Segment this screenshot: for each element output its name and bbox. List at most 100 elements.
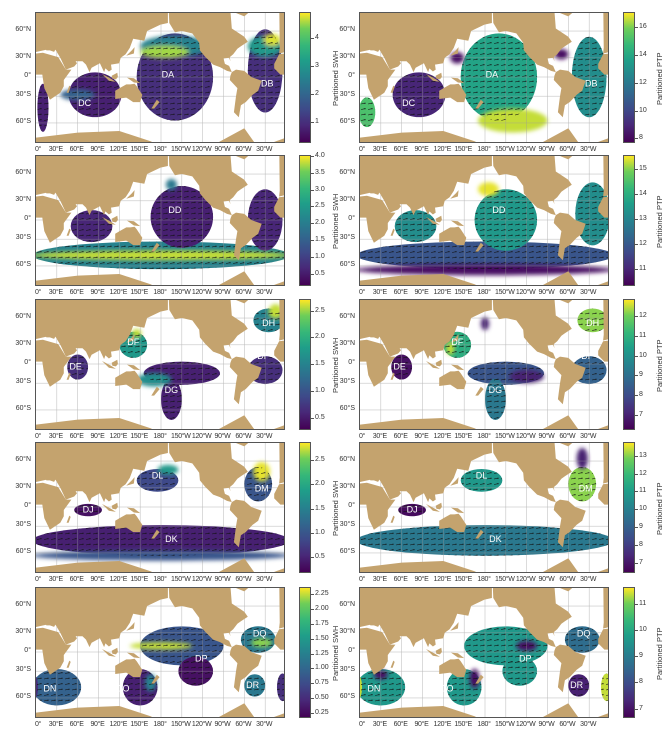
lon-tick-label: 120°E: [109, 289, 128, 296]
landmass: [36, 558, 284, 572]
landmass: [360, 443, 492, 503]
arrow-field: [360, 241, 608, 270]
arrow-field: [244, 674, 266, 697]
colorbar-tick-mark: [635, 54, 638, 56]
colorbar-tick-mark: [311, 223, 314, 225]
lon-tick-label: 30°E: [372, 433, 387, 440]
lon-tick-label: 90°E: [414, 289, 429, 296]
lat-tick-label: 60°N: [339, 169, 355, 177]
lon-tick-label: 60°W: [559, 289, 576, 296]
lon-tick-label: 120°W: [191, 433, 212, 440]
lat-tick-label: 0°: [24, 502, 31, 509]
lon-tick-label: 60°E: [393, 289, 408, 296]
region-label: DB: [261, 79, 274, 89]
landmass: [115, 658, 143, 678]
landmass: [603, 443, 608, 484]
landmass: [475, 529, 484, 539]
landmass: [274, 196, 284, 218]
lat-tick-label: 60°N: [15, 456, 31, 464]
region-label: DP: [519, 654, 532, 664]
lat-tick-label: 0°: [348, 647, 355, 654]
landmass: [605, 463, 608, 472]
lat-tick-label: 60°S: [15, 404, 31, 412]
landmass: [492, 13, 573, 73]
landmass: [111, 72, 118, 80]
colorbar-tick-label: 2: [315, 89, 319, 97]
lon-tick-label: 30°E: [372, 721, 387, 728]
region-label: DC: [402, 98, 415, 108]
colorbar-tick-label: 12: [639, 240, 647, 248]
landmass: [553, 499, 586, 548]
colorbar-tick-label: 9: [639, 652, 643, 660]
colorbar-row4-right: 7 8 9 10 11 12 13 Partitioned PTP: [623, 442, 664, 573]
lat-tick-label: 60°S: [339, 260, 355, 268]
region-label: DQ: [253, 629, 267, 639]
region-label: DE: [393, 361, 406, 371]
landmass: [168, 443, 249, 503]
colorbar-row4-left: 0.5 1.0 1.5 2.0 2.5 Partitioned SWH: [299, 442, 340, 573]
arrow-field: [253, 308, 284, 333]
colorbar-tick-mark: [635, 455, 638, 457]
colorbar-tick-mark: [311, 390, 314, 392]
colorbar-gradient: [624, 443, 634, 572]
colorbar-tick-mark: [635, 545, 638, 547]
lon-tick-label: 30°W: [256, 289, 273, 296]
land: [36, 13, 284, 142]
lat-tick-label: 30°N: [15, 482, 31, 490]
landmass: [426, 74, 440, 82]
map-panel-row3-right: DE DF DG DH DI 60°N 30°N 0° 30°S 60°S 0° 30°E 60°E 90…: [339, 299, 609, 440]
lon-tick-label: 90°W: [214, 721, 231, 728]
region-label: DA: [162, 70, 175, 80]
map-row4-left: DJ DK DL DM: [35, 442, 285, 573]
landmass: [36, 324, 38, 328]
landmass: [281, 176, 284, 185]
colorbar-title: Partitioned PTP: [655, 194, 664, 248]
landmass: [126, 334, 135, 343]
lon-tick-label: 30°W: [580, 146, 597, 153]
region-label: DE: [69, 361, 82, 371]
landmass: [281, 33, 284, 42]
landmass: [435, 647, 442, 655]
landmass: [492, 443, 573, 503]
colorbar-tick-mark: [635, 138, 638, 140]
arrow-field: [394, 210, 437, 243]
lon-tick-label: 30°W: [256, 721, 273, 728]
colorbar-row1-left: 1 2 3 4 Partitioned SWH: [299, 12, 340, 143]
colorbar-tick-mark: [311, 608, 314, 610]
landmass: [115, 83, 143, 103]
arrow-field: [392, 72, 446, 118]
lat-tick-label: 30°S: [15, 234, 31, 242]
region-label: DN: [43, 684, 56, 694]
colorbar-title: Partitioned PTP: [655, 481, 664, 535]
lon-tick-label: 90°E: [414, 721, 429, 728]
landmass: [229, 356, 262, 405]
colorbar-title: Partitioned PTP: [655, 338, 664, 392]
landmass: [168, 588, 249, 648]
lat-tick-label: 60°S: [339, 547, 355, 555]
colorbar-title: Partitioned PTP: [655, 51, 664, 105]
lon-tick-label: 60°E: [393, 433, 408, 440]
region-label: DQ: [577, 629, 591, 639]
landmass: [360, 324, 362, 328]
arrow-field: [568, 674, 590, 697]
landmass: [435, 502, 442, 510]
colorbar-tick-mark: [635, 355, 638, 357]
landmass: [390, 660, 395, 668]
colorbar-tick-mark: [635, 244, 638, 246]
landmass: [605, 33, 608, 42]
landmass: [426, 504, 440, 512]
colorbar-tick-mark: [635, 193, 638, 195]
lon-tick-label: 30°W: [580, 576, 597, 583]
colorbar-gradient: [300, 588, 310, 717]
colorbar-tick-label: 1.5: [315, 360, 325, 368]
arrow-field: [161, 378, 182, 420]
colorbar-tick-mark: [635, 315, 638, 317]
colorbar-tick-label: 10: [639, 351, 647, 359]
colorbar-tick-mark: [311, 417, 314, 419]
landmass: [151, 674, 160, 684]
lon-tick-label: 90°W: [538, 146, 555, 153]
lon-tick-label: 150°W: [171, 433, 191, 440]
landmass: [168, 300, 249, 360]
region-label: DA: [486, 70, 499, 80]
landmass: [390, 372, 395, 380]
